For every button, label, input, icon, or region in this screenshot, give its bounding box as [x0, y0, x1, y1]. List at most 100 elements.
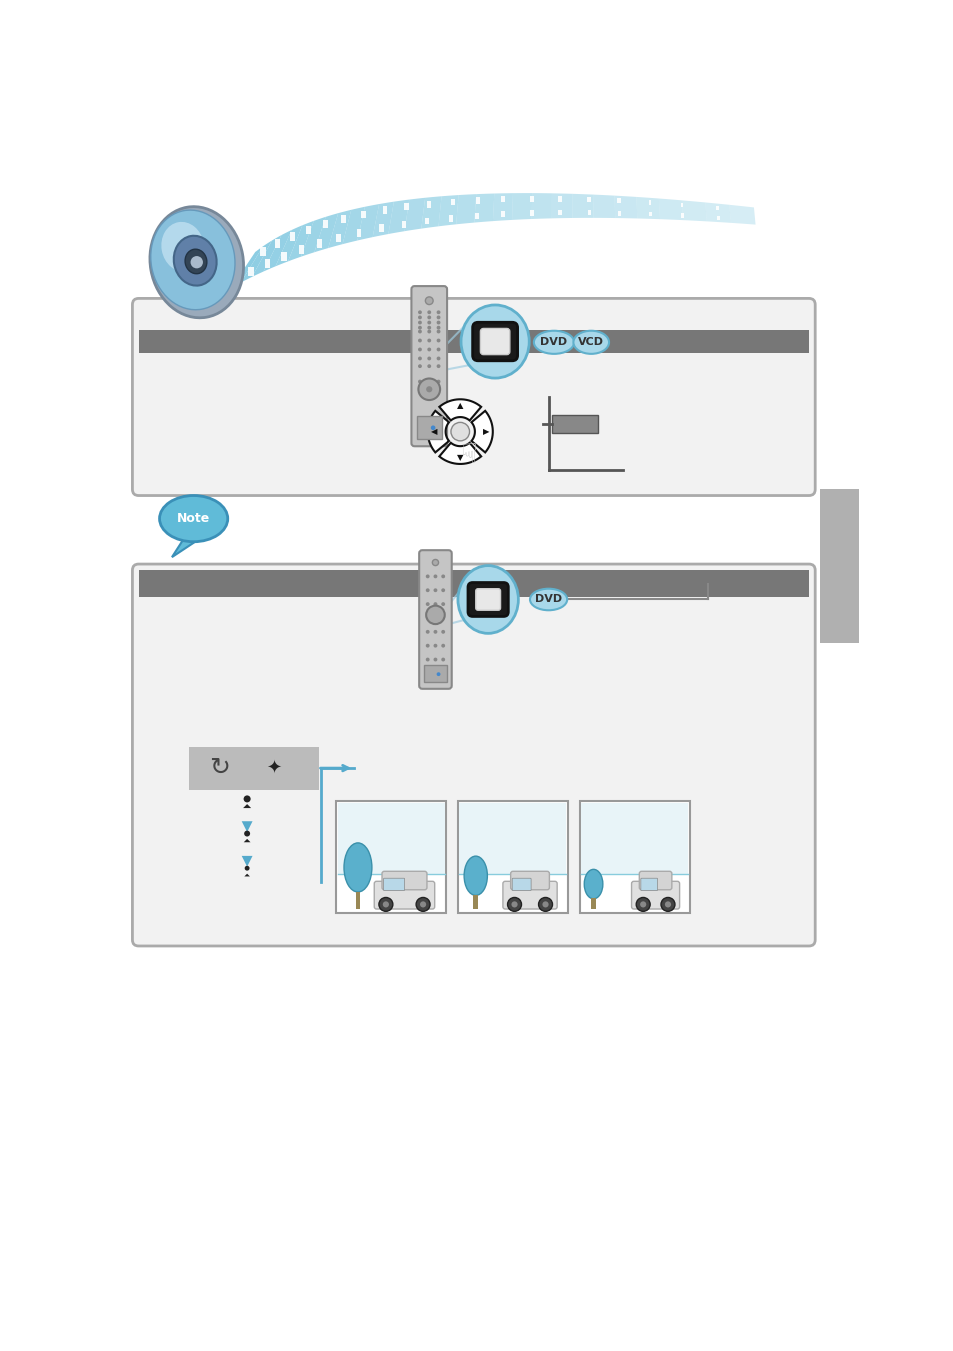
Text: ◀: ◀: [430, 427, 436, 436]
Polygon shape: [252, 235, 281, 277]
Circle shape: [441, 588, 445, 592]
Bar: [189, 747, 319, 790]
Bar: [530, 196, 534, 201]
Circle shape: [436, 380, 440, 384]
Text: Note: Note: [177, 512, 210, 526]
Polygon shape: [531, 193, 552, 219]
Circle shape: [425, 297, 433, 304]
Bar: [290, 232, 294, 240]
Ellipse shape: [161, 222, 204, 272]
Ellipse shape: [151, 211, 234, 309]
Circle shape: [436, 673, 440, 676]
Polygon shape: [614, 196, 637, 219]
Circle shape: [507, 897, 521, 912]
Text: DVD: DVD: [535, 594, 561, 604]
Circle shape: [244, 866, 250, 870]
FancyBboxPatch shape: [381, 871, 427, 890]
Polygon shape: [681, 200, 706, 222]
Polygon shape: [493, 193, 513, 222]
Circle shape: [436, 316, 440, 319]
Polygon shape: [241, 857, 253, 867]
Bar: [360, 211, 365, 219]
Bar: [138, 330, 808, 353]
Circle shape: [425, 644, 429, 647]
Polygon shape: [240, 240, 272, 282]
Circle shape: [382, 901, 389, 908]
Ellipse shape: [530, 589, 567, 611]
Circle shape: [664, 901, 670, 908]
Polygon shape: [474, 193, 494, 223]
FancyBboxPatch shape: [411, 286, 447, 446]
Text: DVD: DVD: [540, 338, 567, 347]
Bar: [558, 196, 561, 201]
Bar: [401, 220, 406, 228]
Circle shape: [433, 588, 436, 592]
Polygon shape: [729, 205, 755, 224]
Circle shape: [425, 588, 429, 592]
Circle shape: [636, 897, 650, 912]
Bar: [379, 224, 384, 232]
Circle shape: [436, 339, 440, 342]
Polygon shape: [388, 200, 409, 234]
Polygon shape: [244, 874, 250, 877]
Bar: [457, 801, 567, 913]
Bar: [587, 197, 590, 203]
Bar: [618, 211, 620, 216]
FancyBboxPatch shape: [631, 881, 679, 909]
Bar: [680, 203, 682, 207]
FancyBboxPatch shape: [640, 878, 657, 890]
Bar: [579, 801, 689, 913]
FancyBboxPatch shape: [480, 328, 509, 354]
Polygon shape: [512, 193, 532, 220]
Ellipse shape: [159, 496, 228, 542]
Circle shape: [427, 357, 431, 361]
Circle shape: [425, 630, 429, 634]
FancyBboxPatch shape: [502, 881, 557, 909]
Polygon shape: [704, 203, 730, 223]
Polygon shape: [439, 443, 480, 463]
Bar: [425, 218, 429, 224]
Bar: [248, 267, 253, 276]
Polygon shape: [439, 400, 480, 420]
Circle shape: [417, 311, 421, 315]
Bar: [717, 216, 719, 220]
Text: ▼: ▼: [456, 454, 463, 462]
Bar: [259, 247, 265, 257]
Polygon shape: [328, 209, 351, 249]
Circle shape: [433, 574, 436, 578]
Bar: [264, 259, 270, 267]
FancyBboxPatch shape: [510, 871, 549, 890]
Circle shape: [427, 365, 431, 367]
Bar: [416, 416, 441, 439]
Polygon shape: [659, 199, 682, 220]
Polygon shape: [172, 538, 197, 557]
Circle shape: [511, 901, 517, 908]
Bar: [648, 200, 651, 205]
Circle shape: [417, 326, 421, 330]
Polygon shape: [357, 204, 378, 240]
Bar: [298, 246, 304, 254]
Bar: [459, 802, 566, 874]
Polygon shape: [300, 218, 325, 257]
Circle shape: [419, 901, 426, 908]
Bar: [449, 215, 453, 222]
Polygon shape: [421, 196, 441, 228]
Bar: [474, 213, 478, 219]
Polygon shape: [593, 195, 615, 218]
Circle shape: [417, 365, 421, 367]
Bar: [475, 197, 479, 204]
Polygon shape: [438, 195, 458, 227]
Circle shape: [639, 901, 645, 908]
FancyBboxPatch shape: [374, 881, 435, 909]
Bar: [382, 207, 387, 213]
Bar: [617, 199, 619, 204]
Ellipse shape: [344, 843, 372, 892]
Text: VCD: VCD: [578, 338, 603, 347]
Text: ▲: ▲: [456, 401, 463, 409]
Bar: [473, 894, 477, 909]
Polygon shape: [263, 230, 292, 272]
Bar: [423, 665, 447, 682]
Circle shape: [542, 901, 548, 908]
Bar: [355, 893, 360, 909]
Circle shape: [427, 347, 431, 351]
